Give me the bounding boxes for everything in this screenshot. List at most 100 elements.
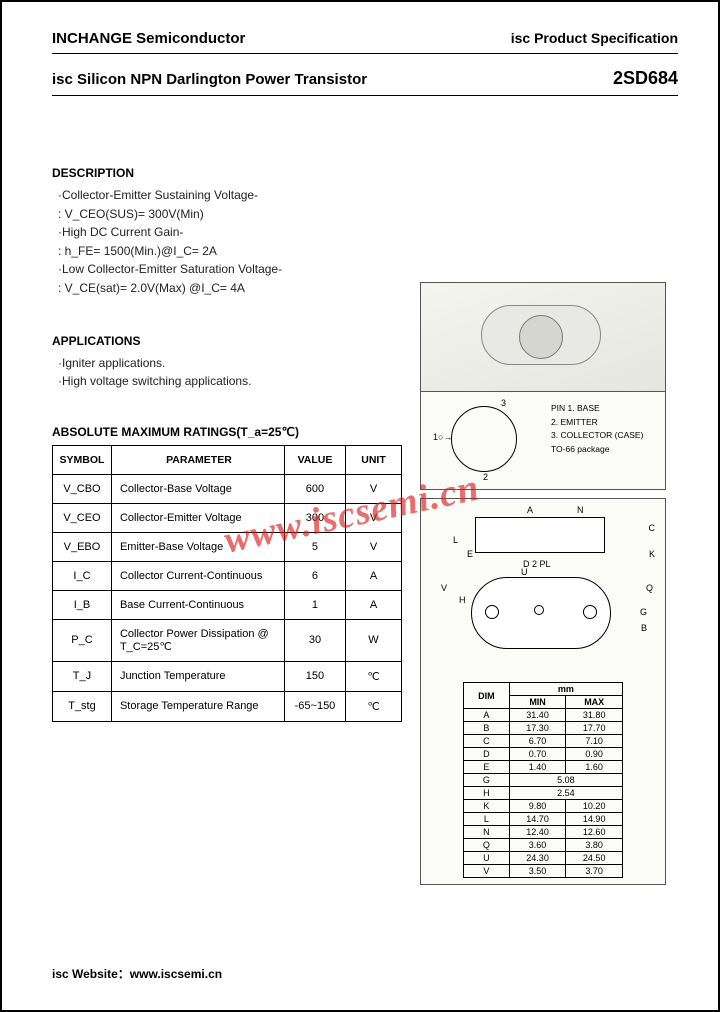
dim-label-n: N: [577, 505, 584, 515]
footer: isc Website：www.iscsemi.cn: [52, 965, 222, 982]
right-column: 3 1○→ 2 PIN 1. BASE 2. EMITTER 3. COLLEC…: [420, 282, 666, 885]
cell-value: -65~150: [284, 691, 345, 721]
cell-symbol: P_C: [53, 619, 112, 661]
description-list: ·Collector-Emitter Sustaining Voltage- :…: [58, 186, 678, 298]
dim-hole: [534, 605, 544, 615]
cell-symbol: I_C: [53, 561, 112, 590]
dim-label-l: L: [453, 535, 458, 545]
dim-cell: 12.40: [509, 826, 566, 839]
ratings-row: I_BBase Current-Continuous1A: [53, 590, 402, 619]
cell-symbol: T_J: [53, 661, 112, 691]
col-parameter: PARAMETER: [111, 445, 284, 474]
dim-cell: 24.30: [509, 852, 566, 865]
schematic-box: 3 1○→ 2 PIN 1. BASE 2. EMITTER 3. COLLEC…: [420, 392, 666, 490]
cell-param: Collector Current-Continuous: [111, 561, 284, 590]
title-row: isc Silicon NPN Darlington Power Transis…: [52, 68, 678, 96]
pin-2: 2: [483, 472, 488, 482]
desc-line: ·Low Collector-Emitter Saturation Voltag…: [58, 260, 678, 279]
description-heading: DESCRIPTION: [52, 166, 678, 180]
col-symbol: SYMBOL: [53, 445, 112, 474]
cell-unit: W: [346, 619, 402, 661]
dim-cell: 0.90: [566, 748, 623, 761]
dim-row: E1.401.60: [464, 761, 623, 774]
dim-row: U24.3024.50: [464, 852, 623, 865]
ratings-row: P_CCollector Power Dissipation @ T_C=25℃…: [53, 619, 402, 661]
dim-cell: 31.40: [509, 709, 566, 722]
company-name: INCHANGE Semiconductor: [52, 30, 245, 47]
dim-cell: U: [464, 852, 510, 865]
package-cap: [519, 315, 563, 359]
dim-col-max: MAX: [566, 696, 623, 709]
dim-cell: 17.70: [566, 722, 623, 735]
dim-cell: 3.50: [509, 865, 566, 878]
dim-cell: 14.70: [509, 813, 566, 826]
dim-cell: E: [464, 761, 510, 774]
cell-value: 300: [284, 503, 345, 532]
cell-value: 1: [284, 590, 345, 619]
dim-cell: 5.08: [509, 774, 622, 787]
cell-value: 6: [284, 561, 345, 590]
dim-cell: C: [464, 735, 510, 748]
dim-cell: G: [464, 774, 510, 787]
dim-row: C6.707.10: [464, 735, 623, 748]
cell-unit: V: [346, 503, 402, 532]
ratings-table: SYMBOL PARAMETER VALUE UNIT V_CBOCollect…: [52, 445, 402, 722]
spec-label: isc Product Specification: [511, 30, 678, 46]
dimensions-table: DIM mm MIN MAX A31.4031.80B17.3017.70C6.…: [463, 682, 623, 878]
dim-label-c: C: [649, 523, 656, 533]
dim-label-h: H: [459, 595, 466, 605]
dim-cell: 7.10: [566, 735, 623, 748]
cell-param: Collector Power Dissipation @ T_C=25℃: [111, 619, 284, 661]
dim-cell: 24.50: [566, 852, 623, 865]
dim-cell: 12.60: [566, 826, 623, 839]
cell-unit: ℃: [346, 661, 402, 691]
cell-param: Collector-Emitter Voltage: [111, 503, 284, 532]
dim-label-g: G: [640, 607, 647, 617]
desc-line: ·High DC Current Gain-: [58, 223, 678, 242]
dim-row: K9.8010.20: [464, 800, 623, 813]
cell-symbol: V_EBO: [53, 532, 112, 561]
dim-cell: Q: [464, 839, 510, 852]
dim-cell: 1.40: [509, 761, 566, 774]
dim-cell: N: [464, 826, 510, 839]
dim-cell: B: [464, 722, 510, 735]
dim-hole: [583, 605, 597, 619]
package-photo: [420, 282, 666, 392]
dim-row: G5.08: [464, 774, 623, 787]
desc-line: ·Collector-Emitter Sustaining Voltage-: [58, 186, 678, 205]
dim-label-q: Q: [646, 583, 653, 593]
dim-label-v: V: [441, 583, 447, 593]
part-number: 2SD684: [613, 68, 678, 89]
ratings-row: V_CEOCollector-Emitter Voltage300V: [53, 503, 402, 532]
cell-symbol: V_CEO: [53, 503, 112, 532]
cell-value: 5: [284, 532, 345, 561]
dim-cell: 31.80: [566, 709, 623, 722]
dim-row: L14.7014.90: [464, 813, 623, 826]
dim-cell: 10.20: [566, 800, 623, 813]
dim-cell: L: [464, 813, 510, 826]
cell-unit: ℃: [346, 691, 402, 721]
cell-param: Storage Temperature Range: [111, 691, 284, 721]
dim-cell: 3.80: [566, 839, 623, 852]
dim-label-e: E: [467, 549, 473, 559]
dim-row: Q3.603.80: [464, 839, 623, 852]
dim-row: D0.700.90: [464, 748, 623, 761]
cell-value: 150: [284, 661, 345, 691]
cell-symbol: T_stg: [53, 691, 112, 721]
pin-1: 1○→: [433, 432, 452, 442]
dim-cell: 6.70: [509, 735, 566, 748]
col-unit: UNIT: [346, 445, 402, 474]
desc-line: : h_FE= 1500(Min.)@I_C= 2A: [58, 242, 678, 261]
col-value: VALUE: [284, 445, 345, 474]
cell-value: 600: [284, 474, 345, 503]
ratings-row: I_CCollector Current-Continuous6A: [53, 561, 402, 590]
cell-symbol: V_CBO: [53, 474, 112, 503]
dim-cell: 1.60: [566, 761, 623, 774]
page-header: INCHANGE Semiconductor isc Product Speci…: [52, 30, 678, 54]
cell-param: Collector-Base Voltage: [111, 474, 284, 503]
dim-cell: K: [464, 800, 510, 813]
dim-cell: V: [464, 865, 510, 878]
cell-unit: A: [346, 590, 402, 619]
dim-cell: D: [464, 748, 510, 761]
dim-row: B17.3017.70: [464, 722, 623, 735]
